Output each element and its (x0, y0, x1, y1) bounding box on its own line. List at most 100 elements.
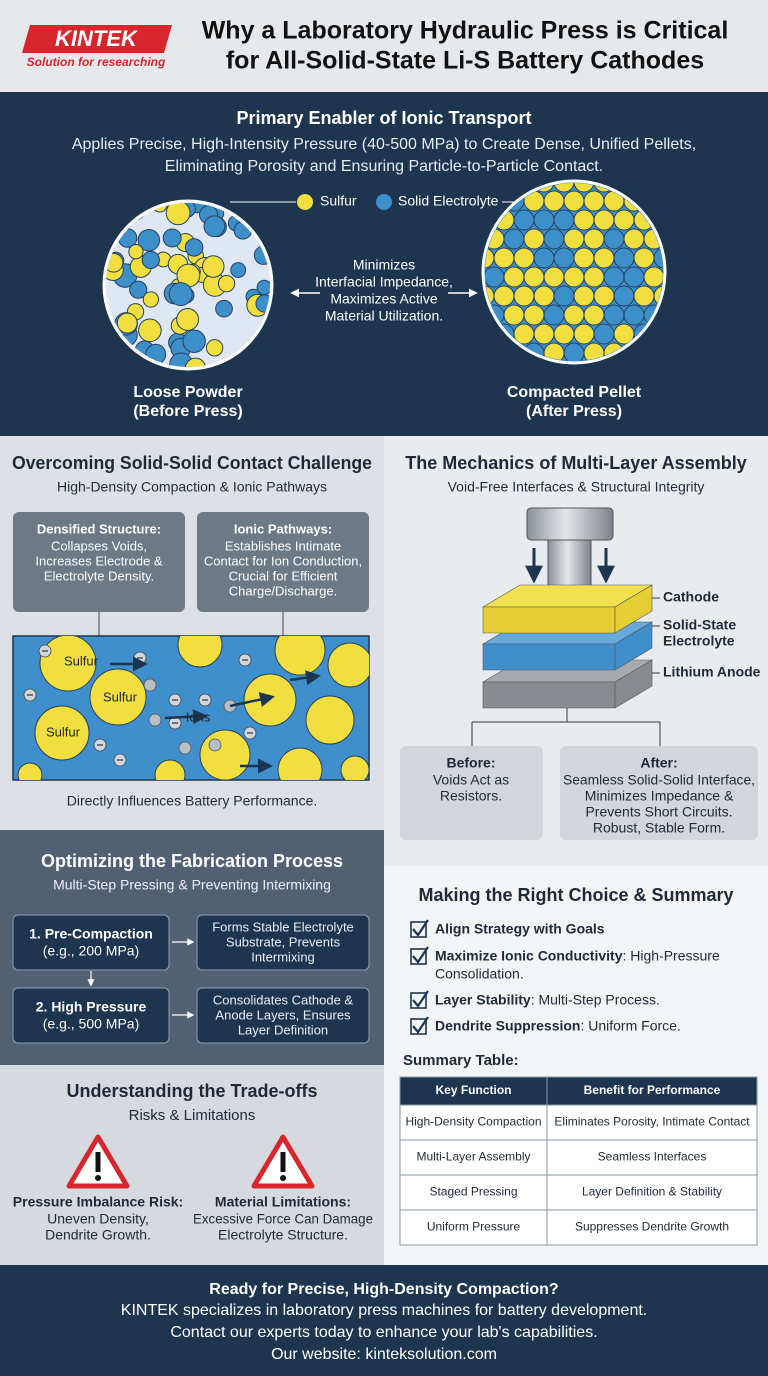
diagram-label: (After Press) (526, 403, 622, 420)
particle (513, 247, 535, 269)
electrode-particle (89, 668, 147, 726)
section-title: Understanding the Trade-offs (66, 1081, 317, 1101)
particle (485, 266, 505, 288)
loose-particles (106, 203, 270, 367)
particle-label: Sulfur (103, 689, 138, 704)
box-text: Electrolyte Density. (44, 568, 154, 583)
check-text: : High-Pressure (622, 948, 719, 964)
checkbox (410, 948, 427, 965)
ion (143, 678, 157, 692)
particle (623, 304, 645, 326)
particle (116, 312, 138, 334)
check-text: : Multi-Step Process. (531, 992, 660, 1008)
page-title: Why a Laboratory Hydraulic Press is Crit… (202, 17, 729, 45)
electrode-particle (243, 673, 297, 727)
ion-arrow (289, 670, 321, 686)
table-cell (399, 1174, 548, 1211)
table-title: Summary Table: (403, 1052, 519, 1069)
particle (583, 228, 605, 250)
ion-arrow (229, 692, 275, 708)
layer-side (614, 621, 653, 671)
press-rod (547, 539, 592, 591)
particle (523, 304, 545, 326)
particle (603, 266, 625, 288)
step-label: 2. High Pressure (36, 999, 147, 1015)
step-result: Intermixing (251, 949, 315, 964)
box-text: Resistors. (440, 788, 502, 804)
step-result: Forms Stable Electrolyte (212, 919, 354, 934)
particle (573, 323, 595, 345)
particle (553, 209, 575, 231)
particle (493, 247, 515, 269)
check-bold: Layer Stability (435, 992, 531, 1008)
section-title: Optimizing the Fabrication Process (41, 851, 343, 871)
electrode-particle (34, 705, 90, 761)
box-text: Contact for Ion Conduction, (204, 553, 362, 568)
table-cell-text: Staged Pressing (429, 1185, 517, 1199)
footer-heading: Ready for Precise, High-Density Compacti… (209, 1281, 558, 1298)
section-title: Overcoming Solid-Solid Contact Challenge (12, 453, 372, 473)
footer-bg (0, 1265, 768, 1376)
particle (523, 228, 545, 250)
box-text: Increases Electrode & (35, 553, 163, 568)
section-title: The Mechanics of Multi-Layer Assembly (405, 453, 746, 473)
particle (633, 285, 655, 307)
center-note: Minimizes (353, 257, 415, 273)
section-subtitle: Void-Free Interfaces & Structural Integr… (448, 479, 705, 495)
particle (593, 323, 615, 345)
info-box (197, 512, 369, 612)
table-header: Key Function (435, 1083, 511, 1097)
checkbox (410, 1018, 427, 1035)
layer-label: Lithium Anode (663, 664, 761, 680)
box-heading: Densified Structure: (37, 521, 161, 536)
electrode-particle (340, 755, 369, 780)
particle (563, 304, 585, 326)
electrode-particle (17, 762, 43, 780)
warning-mark (280, 1152, 286, 1172)
step-box (12, 914, 170, 971)
particle (543, 304, 565, 326)
particle (217, 275, 236, 293)
section-title: Primary Enabler of Ionic Transport (236, 108, 531, 128)
page-title: for All-Solid-State Li-S Battery Cathode… (226, 47, 704, 75)
step-label: (e.g., 500 MPa) (43, 1016, 140, 1032)
box-heading: Before: (446, 755, 495, 771)
box-heading: Ionic Pathways: (234, 521, 332, 536)
box-text: Crucial for Efficient (229, 568, 338, 583)
table-cell-text: Suppresses Dendrite Growth (575, 1220, 729, 1234)
checkmark (412, 990, 429, 1008)
box-text: Voids Act as (433, 772, 509, 788)
footer-text: Our website: kinteksolution.com (271, 1346, 497, 1363)
info-box (560, 746, 758, 840)
step-result: Layer Definition (238, 1022, 328, 1037)
warning-dot (95, 1175, 101, 1181)
table-cell (399, 1209, 548, 1246)
particle (230, 262, 247, 278)
box-text: Establishes Intimate (225, 538, 341, 553)
electrode-particle (177, 636, 223, 668)
particle (129, 280, 148, 299)
particle (623, 228, 645, 250)
caption: Directly Influences Battery Performance. (67, 793, 318, 809)
diagram-label: (Before Press) (133, 403, 242, 420)
particle (613, 247, 635, 269)
particle (643, 266, 663, 288)
section-subtitle: Eliminating Porosity and Ensuring Partic… (165, 158, 603, 175)
step-result: Consolidates Cathode & (213, 992, 354, 1007)
ion (148, 713, 162, 727)
diagram-label: Loose Powder (133, 384, 242, 401)
particle (184, 357, 207, 367)
table-cell-text: Seamless Interfaces (598, 1150, 707, 1164)
box-text: Robust, Stable Form. (593, 820, 725, 836)
table-cell-text: Layer Definition & Stability (582, 1185, 722, 1199)
checkmark (412, 946, 429, 964)
particle (573, 209, 595, 231)
particle-label: Sulfur (64, 653, 99, 668)
section-subtitle: Multi-Step Pressing & Preventing Intermi… (53, 877, 331, 893)
particle (513, 209, 535, 231)
footer-text: Contact our experts today to enhance you… (170, 1324, 597, 1341)
ion (208, 738, 222, 752)
box-text: Collapses Voids, (51, 538, 147, 553)
check-bold: Dendrite Suppression (435, 1018, 580, 1034)
particle (533, 209, 555, 231)
